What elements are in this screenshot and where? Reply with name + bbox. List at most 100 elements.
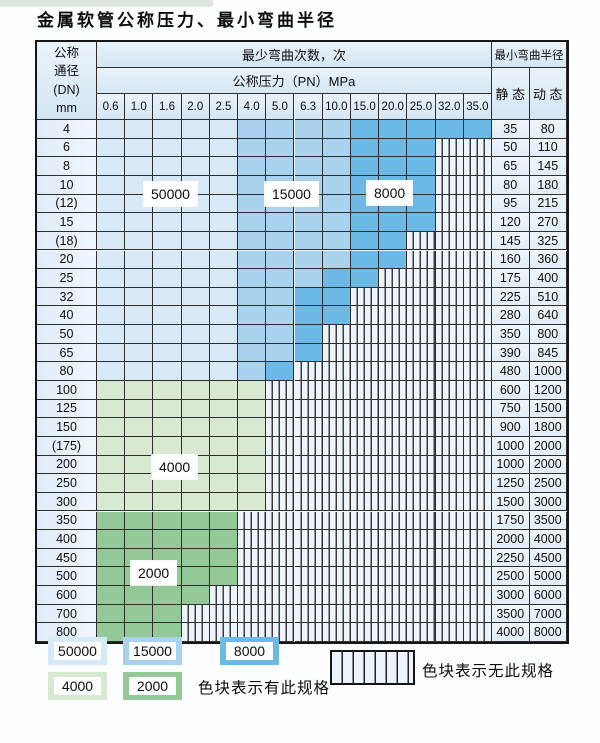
grid-cell [407,306,436,326]
grid-cell [97,157,126,176]
grid-cell [407,381,436,400]
grid-cell [181,492,210,512]
grid-cell [379,325,408,344]
grid-cell [125,157,154,176]
grid-cell [350,381,380,400]
grid-cell [407,567,436,587]
grid-cell [379,343,408,363]
grid-cell [266,325,295,344]
dynamic-radius-cell: 270 [529,213,567,232]
static-radius-cell: 225 [492,287,530,307]
grid-cell [435,194,464,214]
grid-cell [209,213,239,232]
grid-cell [350,511,380,531]
grid-cell [407,436,436,456]
dynamic-radius-cell: 110 [529,138,567,158]
grid-cell [97,530,126,549]
grid-cell [294,343,323,363]
grid-cell [435,287,464,307]
grid-cell [407,343,436,363]
grid-cell [209,231,239,251]
grid-cell [463,455,492,475]
grid-cell [350,604,380,624]
grid-cell [266,213,295,232]
grid-cell [322,511,351,531]
grid-cell [435,362,464,381]
grid-cell [294,287,323,307]
grid-cell [125,436,154,456]
grid-cell [322,213,351,232]
grid-cell [463,436,492,456]
grid-cell [153,157,182,176]
grid-cell [294,399,323,419]
grid-cell [322,231,351,251]
grid-cell [97,343,126,363]
grid-cell [379,213,408,232]
grid-cell [97,250,126,270]
static-radius-cell: 280 [492,306,530,326]
dynamic-radius-cell: 4000 [529,530,567,549]
grid-cell [209,250,239,270]
dn-cell: 450 [37,548,97,568]
grid-cell [238,418,267,437]
grid-cell [153,306,182,326]
grid-cell [125,120,154,139]
grid-cell [209,138,239,158]
region-label-4000: 4000 [152,455,198,479]
grid-cell [435,381,464,400]
grid-cell [125,231,154,251]
grid-cell [463,474,492,493]
grid-cell [463,325,492,344]
grid-cell [181,511,210,531]
grid-cell [125,474,154,493]
grid-cell [125,325,154,344]
dn-cell: 700 [37,604,97,624]
grid-cell [322,362,351,381]
grid-cell [350,269,380,288]
grid-cell [379,455,408,475]
grid-cell [238,604,267,624]
legend-swatch-label: 50000 [54,642,101,660]
grid-cell [97,436,126,456]
grid-cell [463,231,492,251]
grid-cell [209,474,239,493]
header-dn-line: 公称 [53,46,79,61]
grid-cell [209,381,239,400]
grid-cell [294,418,323,437]
grid-cell [238,213,267,232]
dn-cell: 100 [37,381,97,400]
grid-cell [322,194,351,214]
grid-cell [209,418,239,437]
grid-cell [435,231,464,251]
legend-swatch-15000: 15000 [123,637,182,665]
grid-cell [407,604,436,624]
grid-cell [407,399,436,419]
grid-cell [407,586,436,605]
grid-cell [266,548,295,568]
static-radius-cell: 1250 [492,474,530,493]
grid-cell [294,381,323,400]
legend-swatch-label: 8000 [226,642,273,660]
grid-cell [435,436,464,456]
dynamic-radius-cell: 1000 [529,362,567,381]
legend-swatch-8000: 8000 [220,637,279,665]
grid-cell [463,120,492,139]
dynamic-radius-cell: 215 [529,194,567,214]
grid-cell [238,511,267,531]
legend-swatch-50000: 50000 [48,637,107,665]
grid-cell [463,194,492,214]
grid-cell [350,567,380,587]
dynamic-radius-cell: 510 [529,287,567,307]
grid-cell [153,436,182,456]
dynamic-radius-cell: 180 [529,175,567,195]
header-dn-line: mm [56,100,77,115]
grid-cell [238,157,267,176]
grid-cell [181,530,210,549]
grid-cell [407,548,436,568]
grid-cell [97,604,126,624]
grid-cell [435,269,464,288]
grid-cell [463,548,492,568]
grid-cell [322,530,351,549]
static-radius-cell: 120 [492,213,530,232]
